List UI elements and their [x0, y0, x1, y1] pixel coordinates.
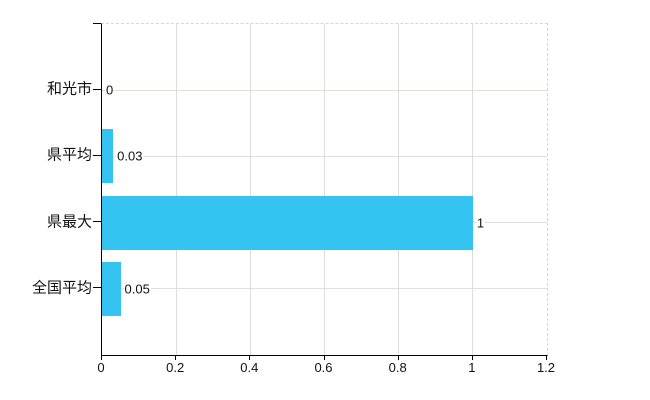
bar-value-label: 0 [105, 82, 115, 98]
bar-value-label: 0.03 [116, 148, 144, 164]
y-axis-tick [93, 287, 101, 289]
x-axis-tick [546, 355, 547, 360]
x-axis-tick-label: 0.8 [388, 360, 407, 375]
gridline-vertical [324, 24, 325, 355]
y-axis-tick [93, 23, 101, 24]
bar [102, 195, 473, 250]
x-axis-tick [323, 355, 325, 360]
x-axis-tick [471, 355, 473, 360]
bar-value-label: 0.05 [123, 281, 151, 297]
gridline-vertical [398, 24, 400, 355]
x-axis-tick [175, 355, 177, 360]
x-axis-tick-label: 0 [97, 360, 105, 375]
x-axis-tick [249, 355, 251, 360]
plot-area: 0 0.03 1 0.05 [101, 23, 548, 356]
bar-value-label: 1 [475, 215, 486, 231]
x-axis-tick-label: 1.2 [536, 360, 556, 375]
category-tick-label: 和光市 [46, 80, 92, 98]
gridline-vertical [249, 24, 251, 355]
x-axis-tick-label: 1 [468, 360, 476, 375]
x-axis-tick-label: 0.2 [166, 360, 185, 375]
x-axis-tick [101, 355, 102, 360]
bar [102, 261, 121, 316]
y-axis-tick [93, 88, 101, 90]
y-axis-tick [93, 221, 101, 223]
gridline-vertical [472, 24, 474, 355]
gridline-vertical [175, 24, 177, 355]
bar [102, 129, 114, 184]
x-axis-tick [397, 355, 399, 360]
y-axis-tick [93, 154, 101, 156]
category-tick-label: 県最大 [46, 213, 92, 231]
x-axis-tick-label: 0.4 [240, 360, 259, 375]
category-tick-label: 全国平均 [31, 279, 92, 297]
category-tick-label: 県平均 [46, 146, 92, 164]
x-axis-tick-label: 0.6 [314, 360, 333, 375]
